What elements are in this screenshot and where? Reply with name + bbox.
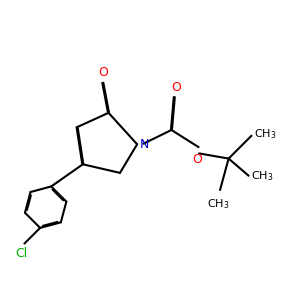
Text: CH$_3$: CH$_3$ bbox=[207, 197, 230, 211]
Text: CH$_3$: CH$_3$ bbox=[251, 169, 274, 183]
Text: O: O bbox=[98, 66, 108, 80]
Text: O: O bbox=[171, 81, 181, 94]
Text: CH$_3$: CH$_3$ bbox=[254, 128, 277, 141]
Text: N: N bbox=[140, 138, 149, 151]
Text: O: O bbox=[192, 153, 202, 167]
Text: Cl: Cl bbox=[15, 247, 28, 260]
